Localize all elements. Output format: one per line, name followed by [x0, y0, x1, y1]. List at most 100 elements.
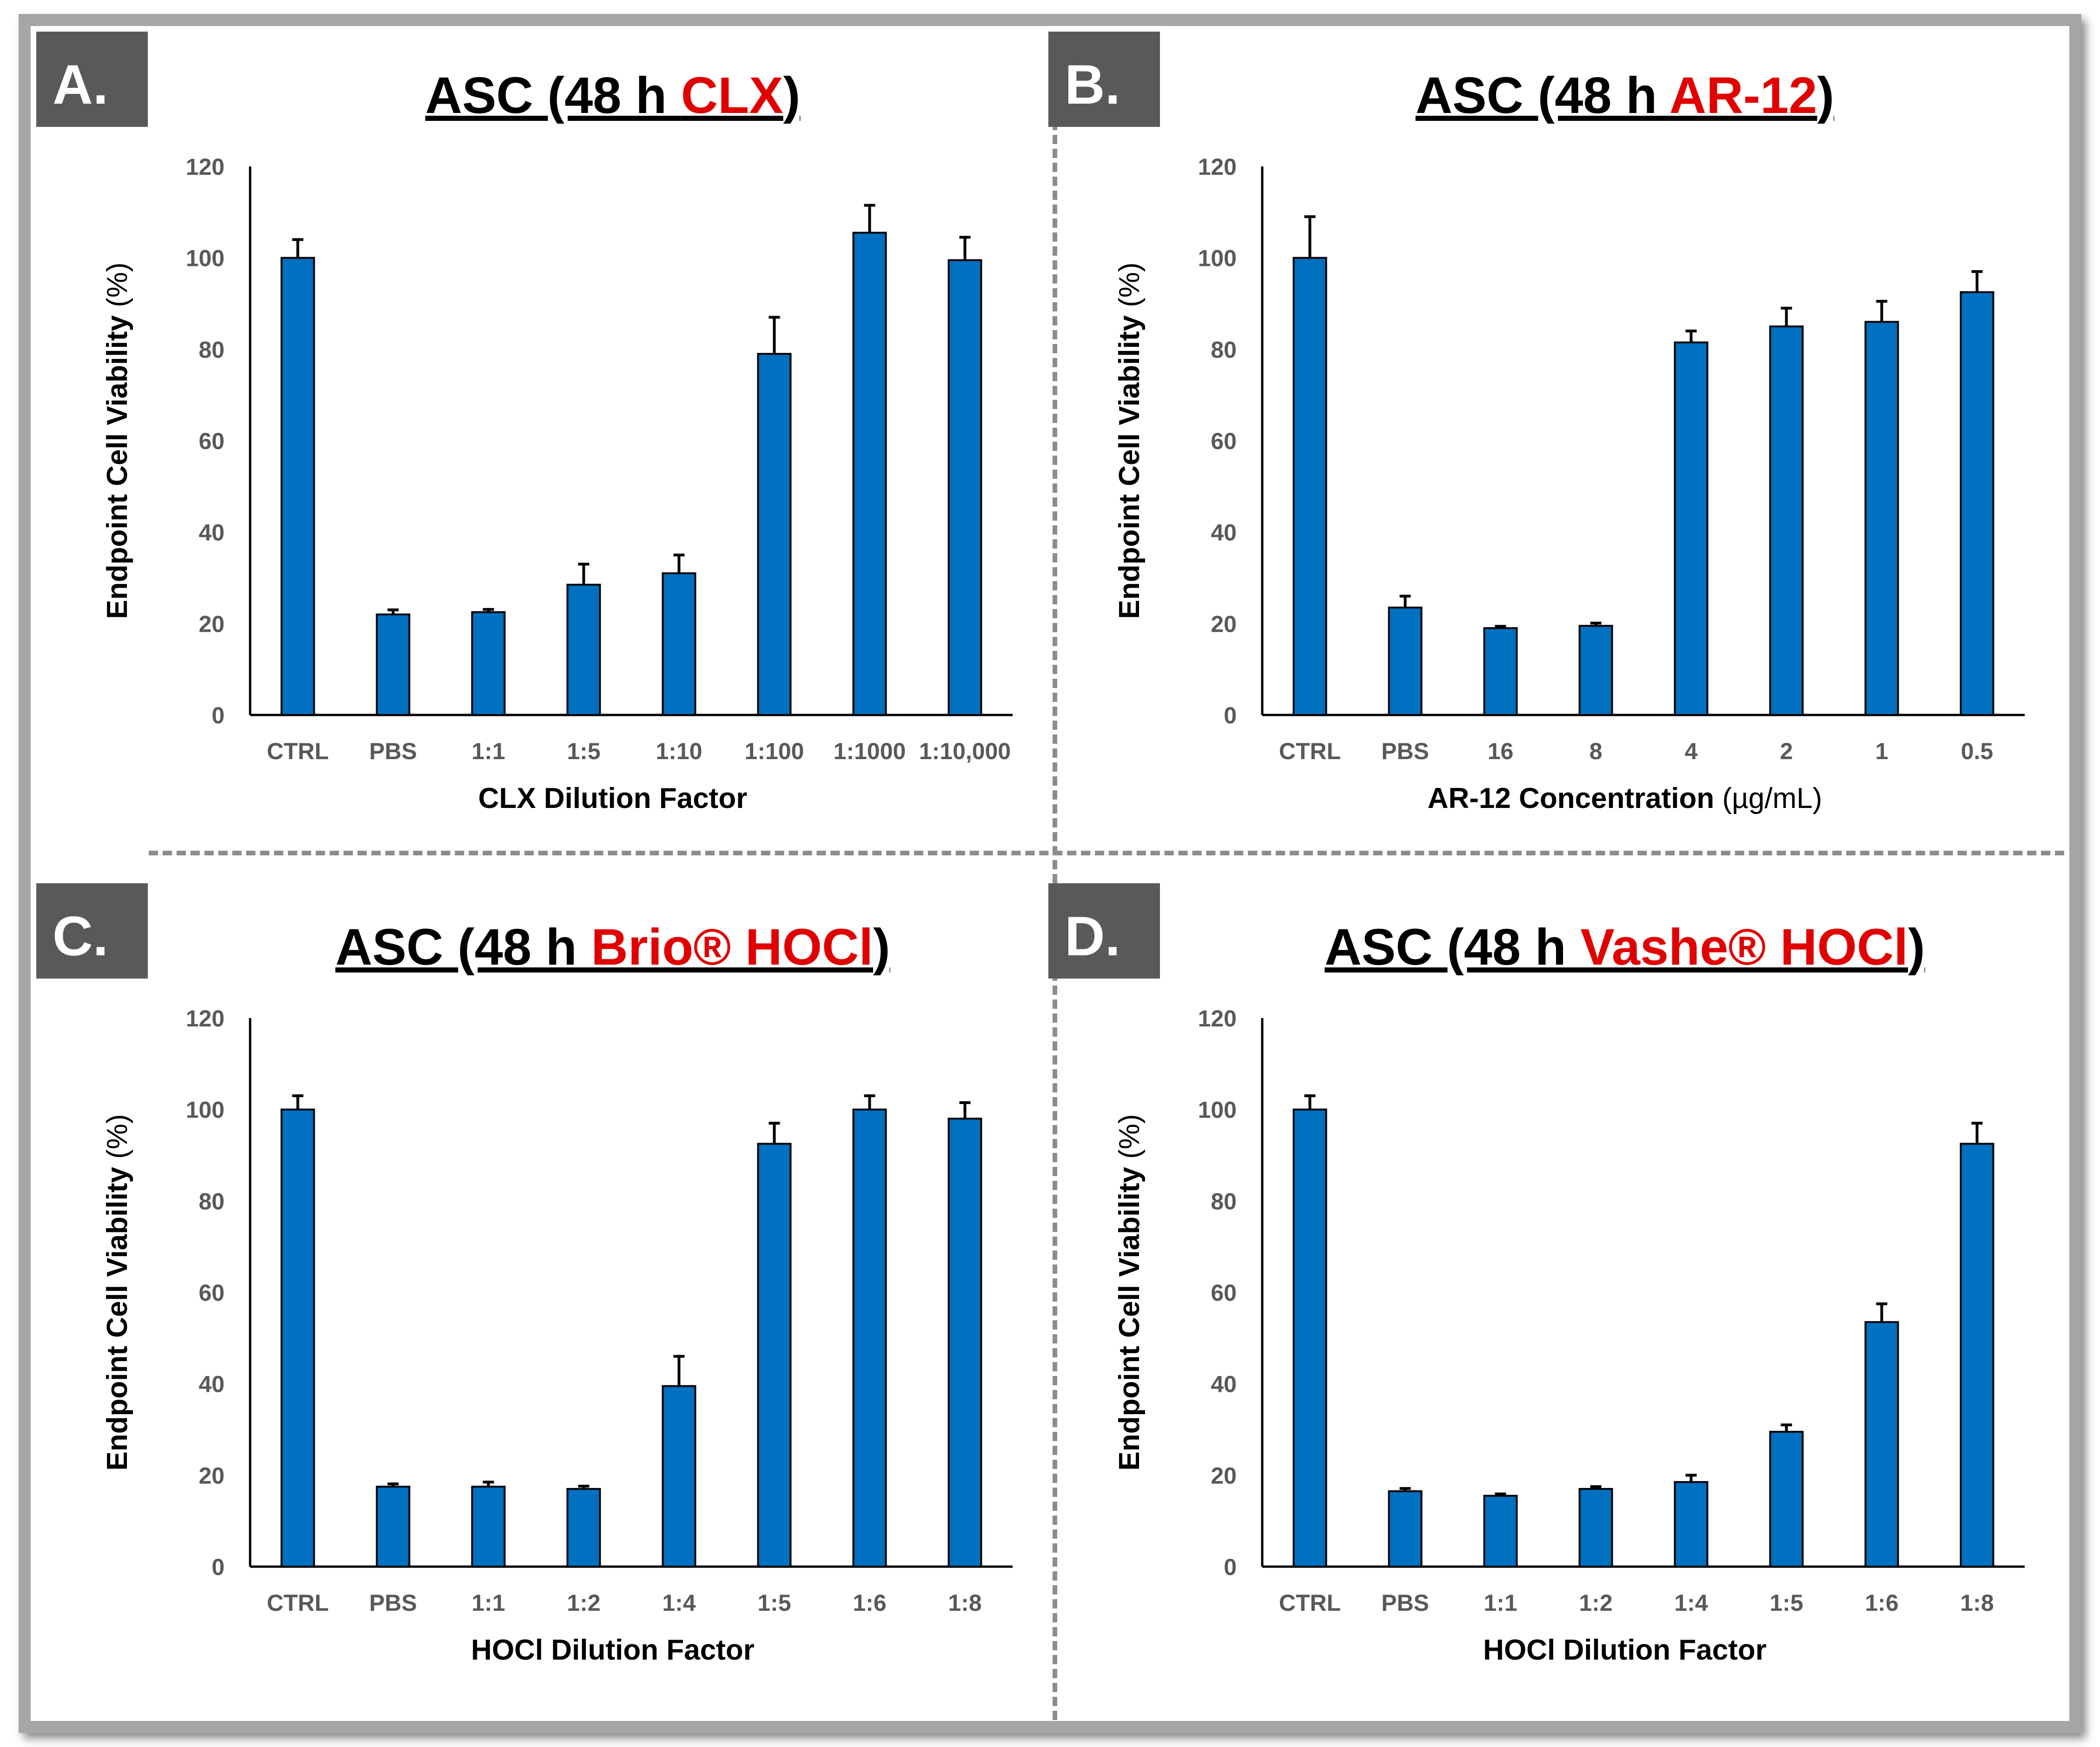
- chart-title: ASC (48 h Vashe® HOCl): [1325, 919, 1925, 976]
- bar: [1674, 1481, 1709, 1568]
- bar: [471, 611, 506, 716]
- bar: [376, 613, 411, 716]
- title-prefix: ASC (48 h: [1416, 67, 1669, 124]
- y-tick-label: 120: [1198, 154, 1237, 180]
- title-suffix: ): [1817, 67, 1835, 124]
- title-highlight: AR-12: [1669, 67, 1817, 124]
- y-axis-label: Endpoint Cell Viability (%): [1113, 262, 1146, 619]
- bar: [1388, 1490, 1423, 1568]
- x-tick-label: 0.5: [1961, 738, 1994, 764]
- bar: [376, 1485, 411, 1568]
- y-tick-label: 20: [199, 1462, 225, 1489]
- x-tick-label: 2: [1780, 738, 1793, 764]
- panel-letter: B.: [1065, 53, 1120, 116]
- y-tick-label: 120: [186, 1006, 225, 1032]
- panel-letter: D.: [1065, 905, 1120, 967]
- panel-label-box: [36, 32, 148, 127]
- x-tick-label: PBS: [369, 1590, 417, 1616]
- bar: [1483, 627, 1518, 716]
- bar: [662, 572, 696, 716]
- x-tick-label: 16: [1488, 738, 1514, 764]
- y-tick-label: 100: [1198, 245, 1237, 271]
- bar: [566, 1488, 601, 1568]
- chart-title: ASC (48 h Brio® HOCl): [335, 919, 890, 976]
- x-tick-label: CTRL: [1279, 738, 1341, 764]
- x-tick-label: 1:8: [1960, 1590, 1994, 1616]
- panel-label-box: [1048, 32, 1160, 127]
- x-tick-label: 4: [1685, 738, 1698, 764]
- x-tick-label: CTRL: [1279, 1590, 1341, 1616]
- y-tick-label: 120: [186, 154, 225, 180]
- x-tick-label: CTRL: [267, 738, 329, 764]
- title-highlight: Brio® HOCl: [591, 919, 873, 976]
- title-highlight: Vashe® HOCl: [1580, 919, 1908, 976]
- bar: [662, 1385, 696, 1568]
- bar: [947, 259, 982, 716]
- panel-label-box: [36, 883, 148, 979]
- x-tick-label: 1:4: [1674, 1590, 1708, 1616]
- title-prefix: ASC (48 h: [425, 67, 681, 124]
- bar: [1578, 1488, 1613, 1568]
- bar: [757, 353, 792, 716]
- y-axis-label: Endpoint Cell Viability (%): [101, 262, 133, 619]
- bar: [566, 583, 601, 716]
- y-tick-label: 20: [1211, 611, 1237, 637]
- y-tick-label: 100: [186, 245, 225, 271]
- x-tick-label: 1:1: [1484, 1590, 1517, 1616]
- horizontal-divider: [149, 851, 2064, 855]
- bar: [1674, 341, 1709, 716]
- x-tick-label: 1:5: [757, 1590, 791, 1616]
- x-tick-label: PBS: [369, 738, 417, 764]
- y-tick-label: 0: [212, 702, 225, 728]
- y-tick-label: 80: [199, 1188, 225, 1214]
- x-tick-label: CTRL: [267, 1590, 329, 1616]
- title-prefix: ASC (48 h: [335, 919, 591, 976]
- bar: [280, 1108, 315, 1568]
- bar: [1864, 321, 1899, 716]
- bar: [1769, 1430, 1804, 1568]
- y-tick-label: 60: [1211, 428, 1237, 454]
- y-tick-label: 40: [1211, 520, 1237, 546]
- bar: [852, 1108, 887, 1568]
- x-tick-label: PBS: [1381, 738, 1429, 764]
- y-tick-label: 60: [199, 428, 225, 454]
- y-tick-label: 20: [1211, 1462, 1237, 1489]
- x-tick-label: 1:10,000: [919, 738, 1011, 764]
- figure-frame: [19, 14, 2081, 1733]
- bar: [1483, 1495, 1518, 1568]
- x-tick-label: 1:5: [567, 738, 600, 764]
- x-tick-label: 1:100: [745, 738, 804, 764]
- x-tick-label: 1:6: [853, 1590, 886, 1616]
- bar: [757, 1143, 792, 1568]
- x-tick-label: 1:2: [1579, 1590, 1612, 1616]
- y-tick-label: 80: [1211, 337, 1237, 363]
- bar: [1960, 1143, 1994, 1568]
- x-tick-label: 1:1000: [834, 738, 906, 764]
- y-tick-label: 40: [199, 1371, 225, 1397]
- panel-c: C. ASC (48 h Brio® HOCl) 0 20 40 60 80 100 120 En…: [36, 883, 1013, 1666]
- bar: [1769, 325, 1804, 716]
- x-tick-label: 8: [1590, 738, 1603, 764]
- y-tick-label: 0: [212, 1554, 225, 1580]
- x-tick-label: 1:4: [662, 1590, 696, 1616]
- y-tick-label: 40: [199, 520, 225, 546]
- bar: [1960, 291, 1994, 716]
- bar: [947, 1118, 982, 1568]
- y-tick-label: 100: [1198, 1097, 1237, 1123]
- bar: [1388, 606, 1423, 716]
- x-axis-label: AR-12 Concentration (µg/mL): [1428, 782, 1822, 814]
- bar: [1578, 625, 1613, 716]
- title-suffix: ): [873, 919, 890, 976]
- x-tick-label: 1: [1875, 738, 1888, 764]
- x-tick-label: 1:6: [1865, 1590, 1898, 1616]
- y-tick-label: 120: [1198, 1006, 1237, 1032]
- x-axis-label: HOCl Dilution Factor: [1483, 1634, 1767, 1666]
- y-tick-label: 0: [1224, 702, 1237, 728]
- chart-title: ASC (48 h CLX): [425, 67, 801, 124]
- y-tick-label: 20: [199, 611, 225, 637]
- panel-b: B. ASC (48 h AR-12) 0 20 40 60 80 100 120 Endpoin…: [1048, 32, 2025, 814]
- y-tick-label: 60: [1211, 1280, 1237, 1306]
- y-tick-label: 80: [1211, 1188, 1237, 1214]
- y-axis-label: Endpoint Cell Viability (%): [1113, 1114, 1146, 1470]
- x-tick-label: 1:10: [656, 738, 702, 764]
